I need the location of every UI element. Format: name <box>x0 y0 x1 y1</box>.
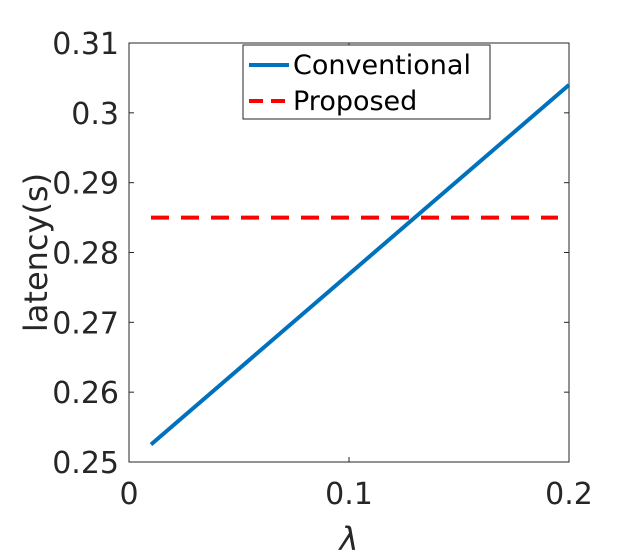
y-tick-label: 0.27 <box>52 306 119 341</box>
series-line-conventional <box>149 83 571 447</box>
legend-label: Proposed <box>293 86 417 117</box>
legend-label: Conventional <box>293 50 471 81</box>
x-tick-label: 0.1 <box>325 477 373 512</box>
y-tick-label: 0.26 <box>52 376 119 411</box>
y-axis-label: latency(s) <box>17 173 55 332</box>
x-tick-label: 0.2 <box>545 477 593 512</box>
y-tick-label: 0.25 <box>52 446 119 481</box>
legend-box <box>242 44 491 120</box>
x-tick-label: 0 <box>119 477 138 512</box>
y-tick-label: 0.28 <box>52 237 119 272</box>
y-tick-label: 0.31 <box>52 27 119 62</box>
legend: Conventional Proposed <box>242 44 491 120</box>
y-tick-label: 0.3 <box>71 97 119 132</box>
y-tick-label: 0.29 <box>52 167 119 202</box>
series-layer <box>149 83 571 447</box>
x-axis-label: λ <box>338 520 359 557</box>
axis-ticks: 0 0.1 0.2 0.25 0.26 0.27 0.28 0.29 0.3 0.31 <box>52 27 593 512</box>
